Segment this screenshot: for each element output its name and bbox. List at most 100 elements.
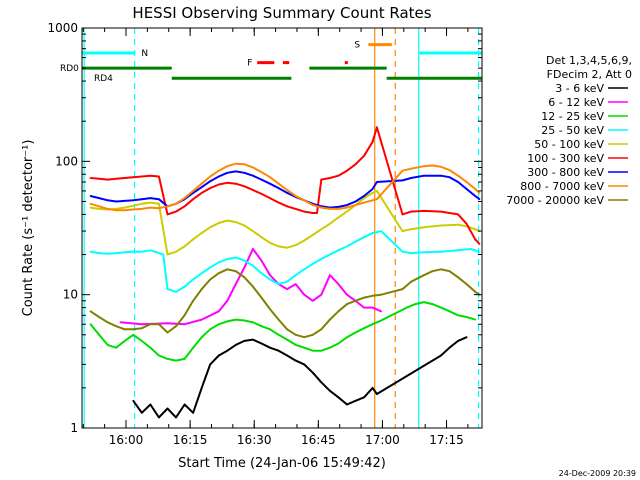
- data-point: [106, 321, 109, 324]
- legend-entry-label: 100 - 300 keV: [527, 152, 604, 165]
- data-point: [380, 319, 382, 322]
- data-point: [98, 205, 100, 208]
- data-point: [166, 213, 169, 216]
- data-point: [140, 327, 143, 330]
- data-point: [286, 192, 288, 194]
- data-point: [162, 253, 165, 256]
- data-point: [376, 198, 378, 201]
- data-point: [252, 338, 254, 341]
- data-point: [252, 285, 254, 288]
- data-point: [158, 323, 160, 326]
- data-point: [98, 333, 100, 336]
- series-layer: [89, 126, 481, 419]
- legend-entry-label: 50 - 100 keV: [534, 138, 604, 151]
- data-point: [354, 299, 357, 302]
- legend-entry-label: 800 - 7000 keV: [520, 180, 604, 193]
- data-point: [423, 301, 425, 303]
- data-point: [123, 177, 126, 179]
- data-point: [286, 338, 288, 341]
- data-point: [474, 228, 477, 231]
- data-point: [243, 163, 246, 166]
- data-point: [440, 174, 442, 177]
- data-point: [183, 314, 186, 317]
- data-point: [166, 322, 169, 325]
- data-point: [303, 239, 306, 242]
- data-point: [149, 323, 152, 326]
- data-point: [209, 278, 212, 281]
- data-point: [175, 210, 177, 213]
- data-point: [209, 187, 212, 190]
- data-point: [183, 197, 186, 200]
- data-point: [376, 190, 378, 192]
- data-point: [294, 208, 297, 210]
- data-point: [371, 294, 374, 297]
- data-point: [401, 230, 404, 233]
- data-point: [226, 171, 229, 174]
- data-point: [457, 213, 459, 216]
- legend-entry-label: 7000 - 20000 keV: [506, 194, 604, 207]
- data-point: [243, 224, 246, 227]
- data-point: [401, 169, 404, 172]
- data-point: [200, 186, 203, 189]
- data-point: [311, 212, 314, 214]
- status-bar-label: F: [247, 59, 252, 69]
- data-point: [132, 208, 135, 211]
- data-point: [149, 403, 152, 406]
- x-tick-label: 17:00: [365, 433, 400, 447]
- data-point: [337, 310, 340, 313]
- data-point: [115, 346, 118, 349]
- data-point: [252, 248, 254, 250]
- data-point: [320, 328, 323, 331]
- data-point: [371, 323, 374, 326]
- data-point: [346, 336, 348, 339]
- data-point: [234, 182, 237, 185]
- data-point: [217, 222, 220, 224]
- data-point: [423, 174, 425, 177]
- data-point: [354, 163, 357, 166]
- data-point: [457, 276, 459, 279]
- data-point: [269, 278, 271, 281]
- series-line-3: [89, 301, 476, 362]
- data-point: [354, 204, 357, 207]
- data-point: [269, 197, 271, 200]
- data-point: [234, 270, 237, 273]
- data-point: [320, 206, 323, 209]
- data-point: [380, 230, 382, 233]
- data-point: [401, 288, 404, 290]
- data-point: [200, 387, 203, 389]
- data-point: [277, 333, 280, 336]
- data-point: [354, 240, 357, 243]
- data-point: [123, 328, 126, 331]
- data-point: [252, 321, 254, 324]
- status-bar-label: N: [141, 49, 148, 59]
- data-point: [252, 189, 254, 191]
- data-point: [414, 303, 417, 305]
- data-point: [106, 178, 109, 181]
- data-point: [226, 165, 229, 168]
- data-point: [98, 252, 100, 255]
- data-point: [311, 333, 314, 336]
- data-point: [354, 200, 357, 203]
- data-point: [140, 208, 143, 210]
- data-point: [149, 174, 152, 177]
- data-point: [175, 250, 177, 253]
- data-point: [410, 177, 412, 179]
- data-point: [123, 206, 126, 209]
- data-point: [115, 325, 118, 328]
- data-point: [294, 283, 297, 285]
- data-point: [226, 320, 229, 323]
- data-point: [346, 206, 348, 209]
- data-point: [158, 198, 160, 201]
- data-point: [431, 164, 434, 167]
- data-point: [329, 274, 331, 277]
- data-point: [115, 209, 118, 212]
- data-point: [183, 285, 186, 288]
- data-point: [234, 221, 237, 224]
- data-point: [311, 349, 314, 352]
- data-point: [166, 331, 169, 334]
- data-point: [376, 181, 378, 183]
- data-point: [354, 331, 357, 334]
- data-point: [183, 205, 186, 208]
- data-point: [175, 290, 177, 293]
- data-point: [166, 253, 169, 256]
